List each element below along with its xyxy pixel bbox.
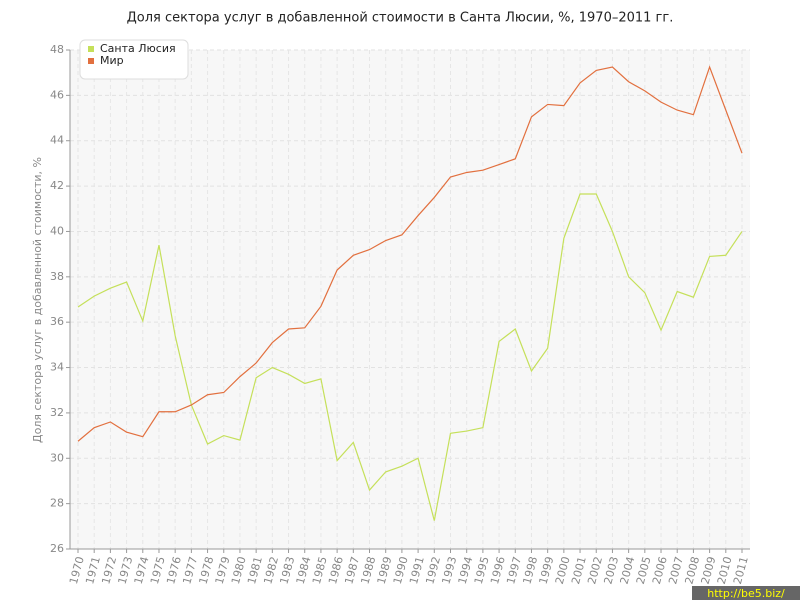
y-tick-label: 40 <box>50 224 64 237</box>
legend-swatch <box>88 58 94 64</box>
chart-title: Доля сектора услуг в добавленной стоимос… <box>127 11 674 26</box>
legend-box <box>79 39 189 80</box>
y-tick-label: 26 <box>50 542 64 555</box>
plot-area <box>70 50 750 549</box>
y-tick-label: 34 <box>50 361 64 374</box>
y-tick-label: 28 <box>50 497 64 510</box>
y-tick-label: 44 <box>50 134 64 147</box>
y-tick-label: 48 <box>50 43 64 56</box>
y-axis-label: Доля сектора услуг в добавленной стоимос… <box>31 157 44 443</box>
y-tick-label: 36 <box>50 315 64 328</box>
legend-swatch <box>88 46 94 52</box>
series-line <box>77 65 743 442</box>
series-line <box>77 193 743 521</box>
watermark-bg <box>692 586 800 600</box>
y-tick-label: 30 <box>50 451 64 464</box>
legend-label: Мир <box>100 54 124 67</box>
watermark: http://be5.biz/ <box>707 587 785 600</box>
y-tick-label: 32 <box>50 406 64 419</box>
marks <box>77 65 743 521</box>
legend-label: Санта Люсия <box>100 42 176 55</box>
y-tick-label: 38 <box>50 270 64 283</box>
y-tick-label: 42 <box>50 179 64 192</box>
y-tick-label: 46 <box>50 88 64 101</box>
